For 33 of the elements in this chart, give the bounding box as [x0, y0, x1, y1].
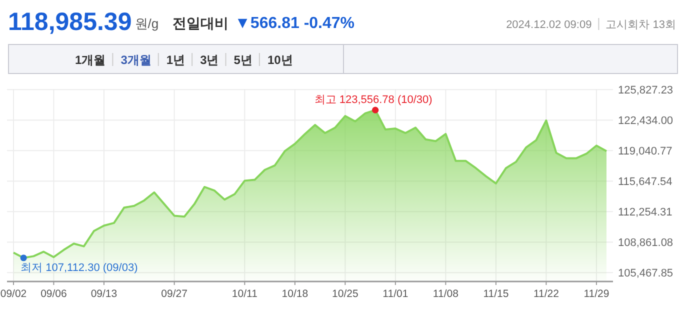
x-tick-label: 09/13 — [90, 288, 118, 300]
text: 고시회차 13회 — [606, 19, 676, 31]
y-tick-label: 105,467.85 — [618, 268, 674, 280]
text: 5년 — [234, 53, 252, 67]
x-tick-label: 11/29 — [584, 288, 610, 300]
x-tick-label: 10/18 — [282, 288, 308, 300]
x-tick-label: 11/15 — [483, 288, 509, 300]
y-tick-label: 125,827.23 — [618, 84, 674, 97]
y-tick-label: 112,254.31 — [618, 206, 672, 219]
x-tick-label: 11/22 — [533, 288, 560, 300]
x-tick-label: 10/11 — [232, 288, 258, 300]
y-tick-label: 108,861.08 — [618, 237, 674, 250]
chart-title: 118,985.39 — [8, 8, 132, 36]
x-tick-label: 09/02 — [0, 288, 27, 300]
text: ▼566.81 -0.47% — [234, 15, 355, 32]
x-tick-label: 09/06 — [40, 288, 67, 300]
text: 3년 — [200, 53, 219, 67]
text: 전일대비 — [172, 15, 229, 31]
y-tick-label: 119,040.77 — [618, 146, 672, 158]
annotation: 최저 107,112.30 (09/03) — [20, 262, 138, 274]
x-tick-label: 09/27 — [161, 288, 188, 300]
text: 2024.12.02 09:09 — [506, 19, 592, 31]
y-tick-label: 122,434.00 — [618, 115, 674, 128]
y-tick-label: 115,647.54 — [618, 176, 672, 188]
x-tick-label: 11/08 — [432, 288, 459, 300]
annotation: 최고 123,556.78 (10/30) — [314, 94, 432, 106]
x-tick-label: 10/25 — [332, 288, 358, 300]
text: 1년 — [166, 53, 186, 67]
text: 1개월 — [75, 53, 106, 67]
text: 3개월 — [120, 53, 152, 67]
x-tick-label: 11/01 — [382, 288, 408, 300]
chart-subtitle: 원/g — [134, 16, 159, 31]
text: 10년 — [267, 53, 293, 67]
